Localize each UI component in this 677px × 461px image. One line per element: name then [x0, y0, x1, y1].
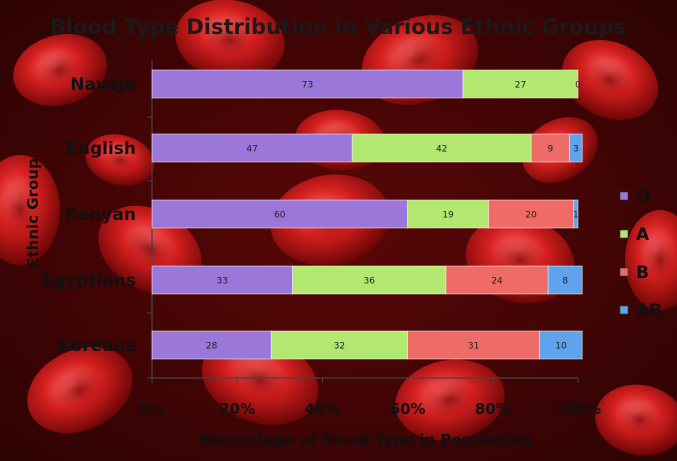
blood-cell-shape — [625, 210, 677, 310]
legend-swatch — [619, 191, 629, 201]
bar-value-label: 47 — [246, 145, 257, 155]
bar-value-label: 32 — [334, 342, 345, 352]
legend-swatch — [619, 229, 629, 239]
bar-segment — [569, 133, 583, 163]
legend-swatch — [619, 267, 629, 277]
bar-value-label: 10 — [555, 342, 567, 352]
blood-cell-shape — [13, 34, 107, 106]
bar-value-label: 9 — [547, 145, 553, 155]
bar-value-label: 28 — [206, 342, 218, 352]
x-tick-label: 100% — [555, 400, 601, 418]
bar-value-label: 24 — [491, 277, 503, 287]
category-label: Egyptians — [41, 271, 136, 291]
legend-label: O — [636, 187, 650, 207]
x-tick-label: 20% — [219, 400, 255, 418]
blood-cell-shape — [85, 134, 155, 186]
bar-value-label: 3 — [573, 145, 579, 155]
legend-label: AB — [636, 301, 662, 321]
bar-segment — [530, 133, 570, 163]
blood-cell-shape — [395, 359, 505, 441]
blood-cell-shape — [561, 39, 659, 121]
bar-segment — [151, 330, 272, 360]
x-tick-label: 60% — [390, 400, 426, 418]
bar-value-label: 31 — [468, 342, 479, 352]
blood-cell-shape — [0, 155, 60, 265]
bar-segment — [351, 133, 532, 163]
blood-cell-shape — [595, 384, 677, 456]
bar-value-label: 1 — [573, 211, 579, 221]
x-tick-label: 0% — [139, 400, 164, 418]
category-label: Kenyan — [65, 205, 136, 225]
bar-segment — [292, 265, 447, 295]
bar-value-label: 19 — [442, 211, 454, 221]
bar-segment — [151, 69, 464, 99]
bar-segment — [407, 330, 541, 360]
bar-value-label: 20 — [525, 211, 537, 221]
category-label: Koreans — [58, 336, 136, 356]
x-tick-label: 80% — [475, 400, 511, 418]
bar-segment — [407, 199, 489, 229]
chart-title: Blood Type Distribution in Various Ethni… — [50, 15, 626, 39]
bar-segment — [573, 199, 579, 229]
x-tick-label: 40% — [304, 400, 340, 418]
bar-value-label: 8 — [562, 277, 568, 287]
bar-value-label: 60 — [274, 211, 286, 221]
bar-value-label: 36 — [364, 277, 376, 287]
bar-value-label: 73 — [302, 81, 313, 91]
bar-value-label: 42 — [436, 145, 447, 155]
bar-segment — [462, 69, 579, 99]
blood-cell-shape — [27, 346, 133, 434]
bar-segment — [539, 330, 583, 360]
bar-value-label: 33 — [217, 277, 228, 287]
y-axis-label: Ethnic Group — [24, 158, 42, 268]
bar-segment — [151, 265, 293, 295]
blood-cell-shape — [175, 0, 285, 81]
bar-segment — [488, 199, 575, 229]
category-label: Navajo — [70, 75, 136, 95]
legend-swatch — [619, 305, 629, 315]
bar-value-label: 27 — [515, 81, 526, 91]
legend-label: A — [636, 225, 650, 245]
bar-segment — [151, 133, 353, 163]
legend-label: B — [636, 263, 649, 283]
category-label: English — [66, 139, 136, 159]
x-axis-label: Percentage of Blood Type in Population — [198, 431, 532, 449]
bar-value-label: 0 — [575, 81, 581, 91]
bar-segment — [547, 265, 583, 295]
bar-segment — [151, 199, 409, 229]
bar-segment — [445, 265, 549, 295]
